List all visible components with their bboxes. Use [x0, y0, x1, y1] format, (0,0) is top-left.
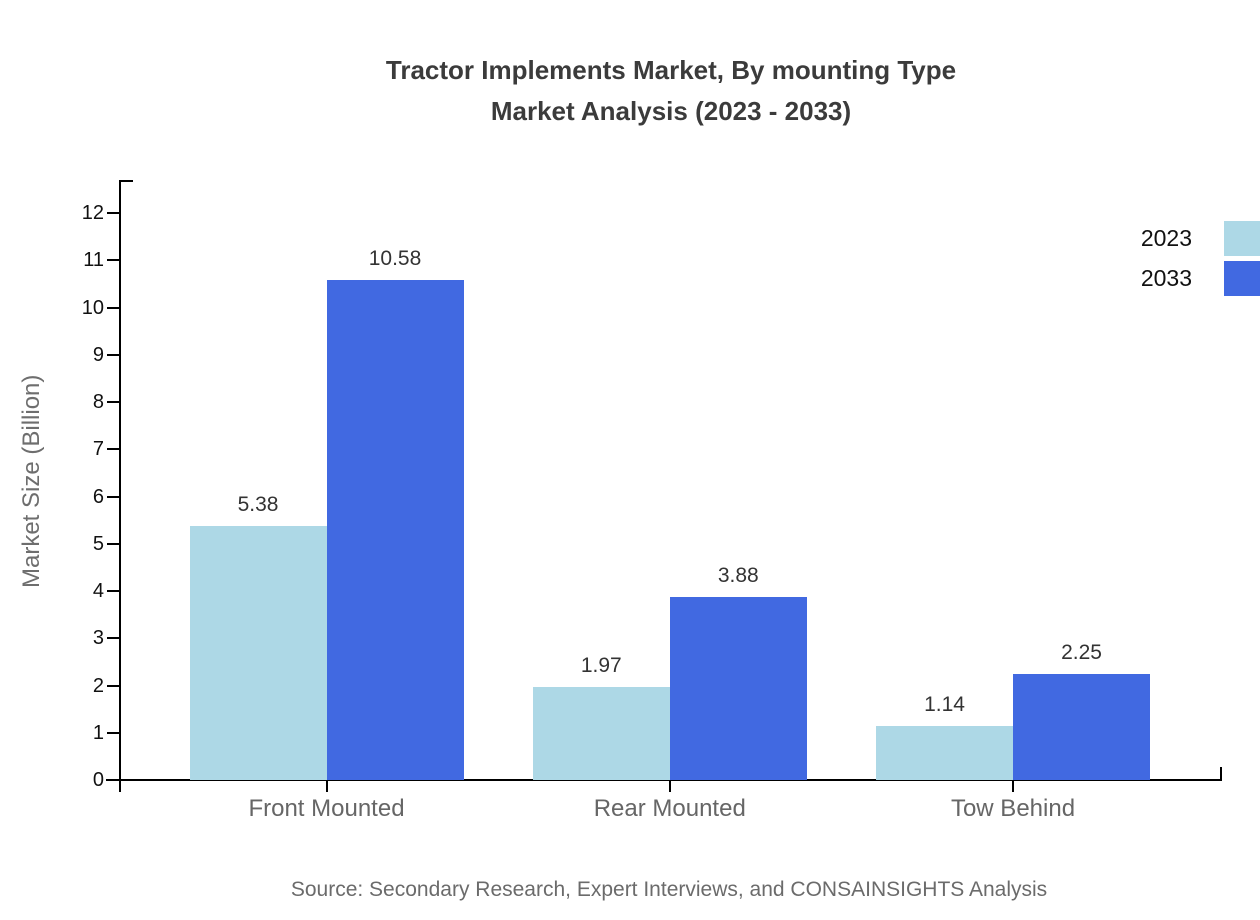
y-tick-label: 12	[81, 202, 104, 224]
y-tick	[107, 779, 120, 781]
x-tick	[668, 780, 671, 792]
bar-2023	[532, 686, 670, 780]
y-tick	[107, 212, 120, 214]
bar-2023	[189, 525, 327, 780]
y-tick-label: 0	[92, 769, 104, 791]
y-tick	[107, 637, 120, 640]
x-category-label: Front Mounted	[248, 795, 405, 822]
y-tick	[107, 306, 120, 309]
bar-2023	[876, 726, 1013, 780]
x-tick	[1012, 780, 1014, 792]
bar-2033	[1013, 673, 1150, 780]
y-tick-label: 4	[92, 580, 104, 602]
y-tick	[107, 401, 120, 403]
bar-value-label: 3.88	[717, 563, 759, 587]
x-category-label: Rear Mounted	[593, 795, 746, 822]
y-tick	[107, 353, 120, 356]
bar-value-label: 5.38	[237, 492, 279, 516]
legend-label-2023: 2023	[1140, 225, 1192, 251]
chart-title-line2: Market Analysis (2023 - 2033)	[490, 96, 852, 126]
bar-2033	[326, 280, 464, 780]
y-tick-label: 10	[81, 296, 104, 319]
y-axis-title: Market Size (Billion)	[18, 374, 45, 588]
y-tick-label: 9	[92, 343, 104, 366]
y-tick-label: 5	[92, 532, 104, 555]
y-axis-line	[119, 180, 121, 792]
y-tick	[107, 542, 120, 545]
y-tick	[107, 448, 120, 451]
y-tick-label: 8	[92, 391, 104, 413]
chart-title: Tractor Implements Market, By mounting T…	[386, 50, 956, 132]
y-axis-top-cap	[120, 180, 133, 182]
legend-swatch-2023	[1224, 221, 1260, 256]
x-axis-line	[106, 779, 1222, 781]
y-tick	[107, 590, 120, 592]
y-tick-label: 11	[83, 249, 104, 272]
y-tick-label: 1	[92, 721, 104, 744]
y-tick-label: 7	[92, 438, 104, 461]
bar-value-label: 1.97	[580, 653, 622, 677]
legend-label-2033: 2033	[1140, 264, 1192, 291]
bar-value-label: 10.58	[368, 247, 422, 271]
x-axis-right-cap	[1220, 767, 1222, 780]
x-tick	[325, 780, 328, 792]
bar-2033	[669, 596, 807, 780]
legend-swatch-2033	[1224, 260, 1260, 296]
bar-value-label: 2.25	[1061, 640, 1102, 664]
chart-title-line1: Tractor Implements Market, By mounting T…	[385, 55, 957, 85]
y-tick-label: 3	[92, 627, 104, 650]
y-tick	[107, 731, 120, 734]
y-tick	[107, 684, 120, 687]
y-tick	[107, 259, 120, 262]
y-tick-label: 2	[92, 674, 104, 697]
source-note: Source: Secondary Research, Expert Inter…	[290, 878, 1048, 901]
x-category-label: Tow Behind	[950, 795, 1076, 822]
bar-value-label: 1.14	[924, 693, 965, 717]
y-tick-label: 6	[92, 485, 104, 508]
y-tick	[107, 495, 120, 498]
